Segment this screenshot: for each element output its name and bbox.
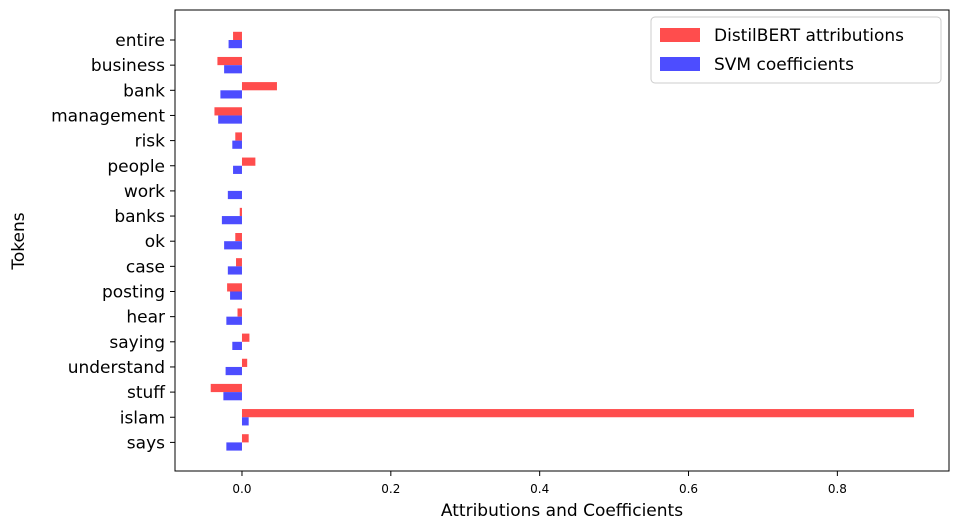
bar-svm-work bbox=[227, 190, 242, 200]
legend-swatch-distilbert bbox=[660, 28, 700, 42]
legend-swatch-svm bbox=[660, 57, 700, 71]
legend: DistilBERT attributions SVM coefficients bbox=[650, 16, 942, 84]
y-tick-label: management bbox=[51, 106, 165, 126]
y-tick-label: says bbox=[127, 433, 165, 453]
bar-distilbert-banks bbox=[239, 207, 242, 217]
y-tick-label: case bbox=[126, 257, 165, 277]
bar-distilbert-risk bbox=[235, 132, 242, 141]
bar-svm-entire bbox=[228, 40, 242, 49]
bar-svm-says bbox=[226, 442, 242, 451]
y-tick-label: work bbox=[124, 182, 165, 202]
y-tick-label: ok bbox=[145, 232, 165, 252]
bar-svm-ok bbox=[224, 241, 242, 250]
y-tick-label: islam bbox=[120, 408, 165, 428]
bar-svm-people bbox=[233, 165, 242, 174]
bar-svm-saying bbox=[232, 341, 242, 350]
bar-distilbert-posting bbox=[227, 283, 242, 292]
y-axis-label: Tokens bbox=[9, 212, 29, 270]
bar-distilbert-case bbox=[236, 258, 242, 267]
bar-svm-risk bbox=[232, 140, 242, 149]
y-tick-label: entire bbox=[115, 31, 165, 51]
x-tick-label: 0.6 bbox=[679, 482, 698, 496]
bar-svm-posting bbox=[230, 291, 242, 300]
bar-distilbert-islam bbox=[241, 409, 915, 418]
bar-distilbert-stuff bbox=[210, 383, 242, 393]
y-tick-label: posting bbox=[102, 283, 165, 303]
bars-layer bbox=[210, 31, 915, 451]
bar-svm-hear bbox=[226, 316, 242, 325]
x-tick-label: 0.4 bbox=[530, 482, 549, 496]
legend-frame bbox=[650, 16, 942, 84]
bar-svm-stuff bbox=[223, 392, 242, 401]
bar-svm-islam bbox=[241, 417, 249, 426]
bar-distilbert-entire bbox=[233, 31, 242, 40]
bar-distilbert-people bbox=[241, 157, 256, 166]
plot-frame bbox=[174, 9, 950, 472]
bar-svm-management bbox=[218, 115, 242, 124]
y-tick-label: saying bbox=[109, 333, 165, 353]
bar-distilbert-says bbox=[241, 434, 249, 443]
bar-distilbert-understand bbox=[241, 358, 248, 367]
legend-label-distilbert: DistilBERT attributions bbox=[714, 26, 904, 46]
bar-distilbert-hear bbox=[237, 308, 242, 317]
bar-distilbert-management bbox=[214, 107, 242, 116]
x-axis-ticks: 0.0 0.2 0.4 0.6 0.8 bbox=[232, 471, 847, 496]
y-tick-label: risk bbox=[135, 132, 166, 152]
y-tick-label: bank bbox=[123, 81, 165, 101]
bar-svm-bank bbox=[220, 90, 242, 99]
legend-label-svm: SVM coefficients bbox=[714, 55, 854, 75]
bar-svm-case bbox=[227, 266, 242, 275]
y-tick-label: people bbox=[107, 157, 165, 177]
y-axis-ticks: entire business bank management risk people wo… bbox=[51, 31, 175, 453]
y-tick-label: stuff bbox=[127, 383, 166, 403]
x-tick-label: 0.2 bbox=[381, 482, 400, 496]
y-tick-label: understand bbox=[68, 358, 165, 378]
bar-distilbert-saying bbox=[241, 333, 250, 342]
x-tick-label: 0.8 bbox=[828, 482, 847, 496]
x-tick-label: 0.0 bbox=[232, 482, 251, 496]
bar-distilbert-bank bbox=[241, 82, 277, 91]
bar-distilbert-ok bbox=[235, 233, 242, 242]
y-tick-label: hear bbox=[126, 308, 165, 328]
bar-svm-understand bbox=[225, 366, 242, 376]
bar-svm-banks bbox=[221, 216, 242, 225]
bar-distilbert-business bbox=[217, 56, 242, 66]
x-axis-label: Attributions and Coefficients bbox=[441, 501, 683, 521]
y-tick-label: business bbox=[91, 56, 165, 76]
y-tick-label: banks bbox=[114, 207, 165, 227]
bar-svm-business bbox=[224, 65, 242, 74]
